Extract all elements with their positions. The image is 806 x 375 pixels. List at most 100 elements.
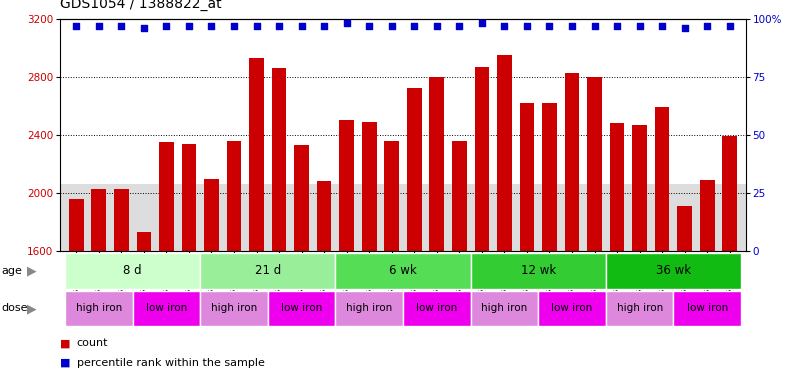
Bar (362, 122, 376, 251)
Bar (136, 232, 152, 251)
Text: GDS1054 / 1388822_at: GDS1054 / 1388822_at (60, 0, 222, 11)
Bar (204, 178, 218, 251)
Bar (677, 206, 692, 251)
Text: low iron: low iron (281, 303, 322, 313)
Text: high iron: high iron (617, 303, 663, 313)
Bar (674, 291, 741, 326)
Point (272, 23, 285, 29)
Bar (520, 103, 534, 251)
Point (543, 23, 556, 29)
Text: low iron: low iron (146, 303, 187, 313)
Bar (497, 55, 512, 251)
Bar (335, 253, 471, 289)
Bar (407, 88, 422, 251)
Text: 12 wk: 12 wk (521, 264, 556, 278)
Text: low iron: low iron (687, 303, 728, 313)
Text: low iron: low iron (416, 303, 458, 313)
Bar (632, 125, 647, 251)
Bar (159, 142, 174, 251)
Text: high iron: high iron (76, 303, 122, 313)
Bar (430, 77, 444, 251)
Bar (272, 68, 286, 251)
Text: high iron: high iron (211, 303, 257, 313)
Text: percentile rank within the sample: percentile rank within the sample (77, 358, 264, 368)
Text: high iron: high iron (346, 303, 393, 313)
Text: ■: ■ (60, 358, 71, 368)
Point (521, 23, 534, 29)
Text: ▶: ▶ (27, 302, 36, 315)
Text: 8 d: 8 d (123, 264, 142, 278)
Text: dose: dose (2, 303, 28, 313)
Bar (384, 141, 399, 251)
Bar (722, 136, 737, 251)
Text: 21 d: 21 d (255, 264, 281, 278)
Text: low iron: low iron (551, 303, 592, 313)
Text: ▶: ▶ (27, 264, 36, 278)
Point (160, 23, 172, 29)
Bar (91, 189, 106, 251)
Point (205, 23, 218, 29)
Point (453, 23, 466, 29)
Bar (606, 253, 741, 289)
Point (227, 23, 240, 29)
Bar (200, 291, 268, 326)
Point (498, 23, 511, 29)
Text: high iron: high iron (481, 303, 528, 313)
Point (476, 20, 488, 26)
Bar (226, 141, 241, 251)
Text: count: count (77, 338, 108, 348)
Bar (606, 291, 674, 326)
Bar (452, 141, 467, 251)
Point (114, 23, 127, 29)
Text: 6 wk: 6 wk (389, 264, 417, 278)
Bar (339, 120, 354, 251)
Bar (249, 58, 264, 251)
Text: age: age (2, 266, 23, 276)
Point (679, 25, 692, 31)
Bar (114, 189, 129, 251)
Bar (471, 291, 538, 326)
Bar (588, 77, 602, 251)
Point (656, 23, 669, 29)
Point (363, 23, 376, 29)
Bar (69, 199, 84, 251)
Point (634, 23, 646, 29)
Point (295, 23, 308, 29)
Bar (60, 184, 746, 251)
Point (723, 23, 736, 29)
Bar (700, 180, 715, 251)
Bar (335, 291, 403, 326)
Bar (181, 144, 196, 251)
Bar (65, 253, 200, 289)
Text: ■: ■ (60, 338, 71, 348)
Point (93, 23, 106, 29)
Bar (200, 253, 335, 289)
Bar (610, 123, 625, 251)
Bar (132, 291, 200, 326)
Bar (403, 291, 471, 326)
Point (250, 23, 263, 29)
Point (700, 23, 713, 29)
Point (318, 23, 330, 29)
Point (340, 20, 353, 26)
Bar (538, 291, 606, 326)
Bar (471, 253, 606, 289)
Point (182, 23, 195, 29)
Point (430, 23, 443, 29)
Point (385, 23, 398, 29)
Bar (65, 291, 132, 326)
Bar (654, 107, 670, 251)
Point (408, 23, 421, 29)
Point (611, 23, 624, 29)
Bar (565, 72, 580, 251)
Bar (542, 103, 557, 251)
Point (588, 23, 601, 29)
Text: 36 wk: 36 wk (656, 264, 691, 278)
Point (70, 23, 83, 29)
Bar (294, 145, 309, 251)
Point (566, 23, 579, 29)
Point (137, 25, 150, 31)
Bar (317, 182, 331, 251)
Bar (268, 291, 335, 326)
Bar (475, 67, 489, 251)
